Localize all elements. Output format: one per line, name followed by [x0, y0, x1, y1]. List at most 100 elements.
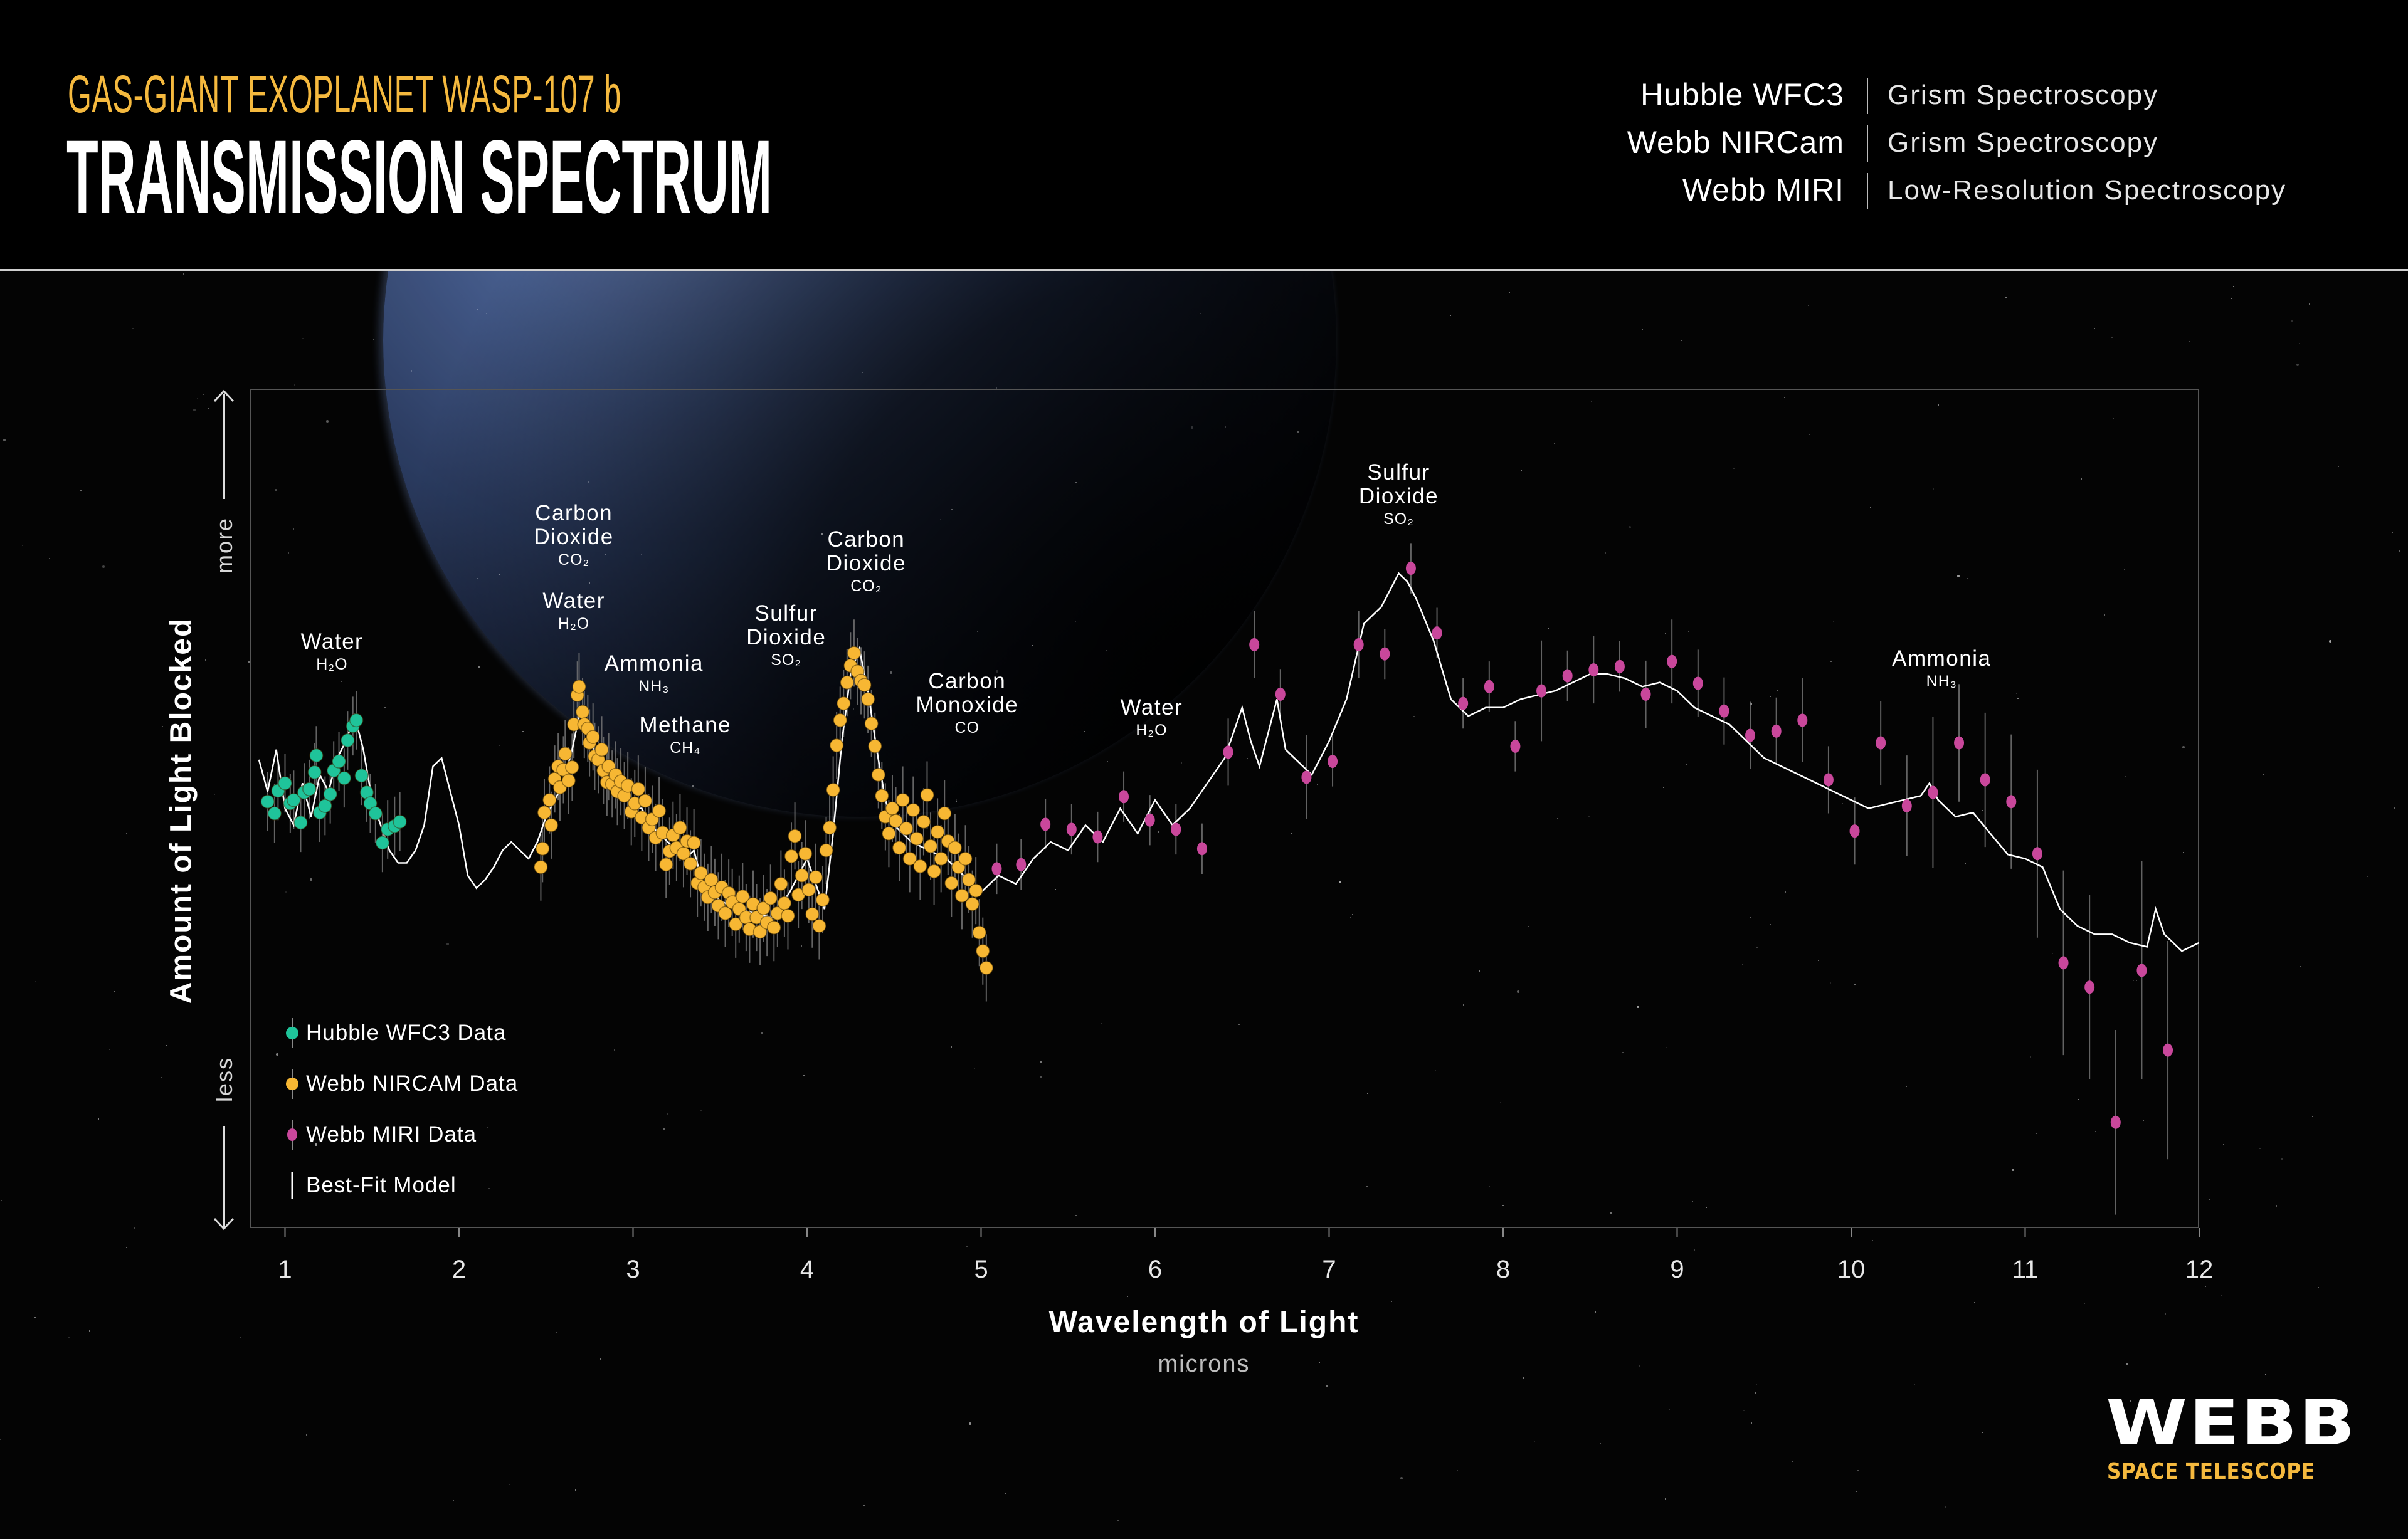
nircam-data-point	[934, 851, 948, 866]
legend-item-model: Best-Fit Model	[280, 1167, 457, 1204]
divider	[1867, 125, 1868, 162]
star	[1185, 1370, 1187, 1372]
miri-data-point	[2006, 795, 2017, 809]
miri-data-point	[1249, 638, 1260, 651]
hubble-data-point	[323, 787, 337, 801]
star	[863, 1505, 865, 1506]
nircam-data-point	[683, 856, 698, 871]
x-tick-label: 6	[1148, 1256, 1163, 1283]
hubble-data-point	[349, 713, 364, 728]
nircam-data-point	[961, 873, 976, 887]
nircam-data-point	[882, 826, 896, 841]
star	[1622, 1051, 1624, 1053]
nircam-data-point	[857, 678, 872, 692]
star	[761, 1032, 763, 1034]
miri-data-point	[1876, 736, 1886, 750]
hubble-data-point	[287, 792, 301, 807]
molecule-annotation: Water H₂O	[542, 589, 605, 633]
legend-marker-nircam	[280, 1065, 305, 1103]
miri-data-point	[1301, 770, 1312, 784]
star	[114, 990, 115, 992]
star	[604, 554, 606, 555]
star	[2080, 478, 2082, 480]
star	[556, 1332, 558, 1333]
molecule-annotation: Ammonia NH₃	[1892, 647, 1991, 690]
star	[2124, 569, 2126, 571]
star	[126, 1246, 127, 1248]
nircam-data-point	[561, 774, 576, 788]
nircam-data-point	[774, 876, 788, 891]
nircam-data-point	[756, 901, 771, 916]
molecule-name: Sulfur	[1367, 460, 1430, 485]
star	[240, 1337, 241, 1338]
miri-data-point	[1040, 817, 1051, 831]
instrument-name: Webb MIRI	[1682, 172, 1844, 207]
x-axis-label: Wavelength of Light	[1048, 1306, 1360, 1339]
star	[1238, 1023, 1240, 1025]
star	[1326, 1385, 1328, 1387]
star	[2015, 692, 2017, 694]
star	[2036, 1133, 2038, 1135]
legend-item-hubble: Hubble WFC3 Data	[280, 1014, 506, 1052]
molecule-name: Water	[542, 589, 605, 613]
nircam-data-point	[906, 802, 921, 817]
star	[2337, 466, 2339, 468]
header-divider	[0, 269, 2408, 271]
star	[1830, 982, 1832, 984]
nircam-data-point	[544, 818, 559, 833]
star	[1527, 925, 1529, 927]
molecule-annotation: Carbon Monoxide CO	[916, 670, 1018, 737]
miri-data-point	[1536, 684, 1547, 698]
nircam-data-point	[767, 920, 781, 935]
star	[1842, 803, 1844, 805]
star	[1075, 481, 1077, 483]
nircam-data-point	[948, 841, 963, 855]
miri-data-point	[1405, 562, 1416, 575]
miri-data-point	[1954, 736, 1965, 750]
nircam-data-point	[837, 696, 851, 711]
star	[285, 891, 287, 893]
star	[89, 1330, 91, 1332]
arrow-down-icon	[223, 1126, 225, 1227]
star	[203, 394, 204, 396]
hubble-data-point	[278, 776, 292, 791]
star	[487, 1127, 488, 1128]
star	[2124, 776, 2126, 778]
miri-data-point	[1667, 654, 1677, 668]
y-axis-more-label: more	[211, 517, 237, 574]
nircam-data-point	[864, 717, 879, 731]
chart-title: TRANSMISSION SPECTRUM	[66, 119, 773, 235]
hubble-data-point	[354, 769, 369, 783]
star	[1502, 1204, 1504, 1206]
star	[161, 1076, 162, 1078]
nircam-data-point	[586, 730, 600, 744]
best-fit-model-line	[258, 572, 2200, 952]
star	[21, 545, 23, 547]
star	[1600, 1443, 1602, 1445]
star	[2222, 1144, 2224, 1146]
miri-data-point	[1092, 830, 1103, 844]
star	[1604, 552, 1606, 554]
star	[2299, 343, 2301, 345]
miri-data-point	[1719, 704, 1729, 718]
miri-data-point	[2110, 1115, 2121, 1129]
molecule-annotation: Water H₂O	[301, 630, 364, 673]
star	[1755, 1392, 1757, 1394]
star	[1973, 1302, 1975, 1304]
miri-data-point	[991, 862, 1002, 876]
instrument-mode: Grism Spectroscopy	[1888, 80, 2159, 110]
star	[1691, 1201, 1693, 1203]
nircam-data-point	[542, 792, 557, 807]
molecule-name: Dioxide	[534, 524, 614, 549]
molecule-name: Carbon	[827, 527, 906, 552]
star	[133, 1227, 135, 1229]
star	[1784, 397, 1785, 399]
x-tick-label: 12	[2185, 1256, 2214, 1283]
star	[49, 557, 51, 559]
molecule-name: Carbon	[535, 501, 613, 525]
star	[1478, 970, 1480, 972]
star	[1639, 1365, 1641, 1367]
molecule-name: Dioxide	[746, 624, 826, 649]
nircam-data-point	[892, 841, 907, 855]
star	[1854, 984, 1856, 985]
